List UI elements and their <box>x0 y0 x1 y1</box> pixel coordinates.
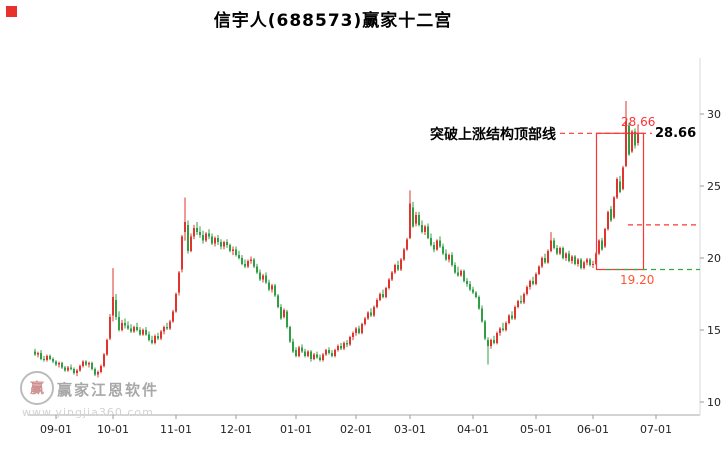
watermark-brand: 赢家江恩软件 <box>57 381 160 399</box>
svg-text:01-01: 01-01 <box>280 423 312 436</box>
svg-text:25: 25 <box>707 180 721 193</box>
svg-text:03-01: 03-01 <box>394 423 426 436</box>
top-line-price-label: 28.66 <box>621 115 656 129</box>
chart-title: 信宇人(688573)赢家十二宫 <box>213 11 453 31</box>
breakout-annotation-text: 突破上涨结构顶部线 <box>430 127 556 143</box>
brand-logo-glyph: 赢 <box>30 381 44 397</box>
svg-text:10: 10 <box>707 396 721 409</box>
svg-text:02-01: 02-01 <box>340 423 372 436</box>
watermark-url: www.yingjia360.com <box>22 406 154 419</box>
svg-text:11-01: 11-01 <box>160 423 192 436</box>
svg-text:06-01: 06-01 <box>577 423 609 436</box>
window-corner-icon <box>6 6 17 17</box>
svg-text:04-01: 04-01 <box>457 423 489 436</box>
svg-text:12-01: 12-01 <box>220 423 252 436</box>
svg-text:30: 30 <box>707 108 721 121</box>
svg-text:10-01: 10-01 <box>97 423 129 436</box>
brand-logo-icon: 赢 <box>20 371 54 405</box>
low-line-price-label: 19.20 <box>620 273 655 287</box>
current-price-label: 28.66 <box>655 126 697 141</box>
svg-text:15: 15 <box>707 324 721 337</box>
svg-text:05-01: 05-01 <box>520 423 552 436</box>
svg-text:20: 20 <box>707 252 721 265</box>
svg-text:09-01: 09-01 <box>40 423 72 436</box>
svg-text:07-01: 07-01 <box>640 423 672 436</box>
